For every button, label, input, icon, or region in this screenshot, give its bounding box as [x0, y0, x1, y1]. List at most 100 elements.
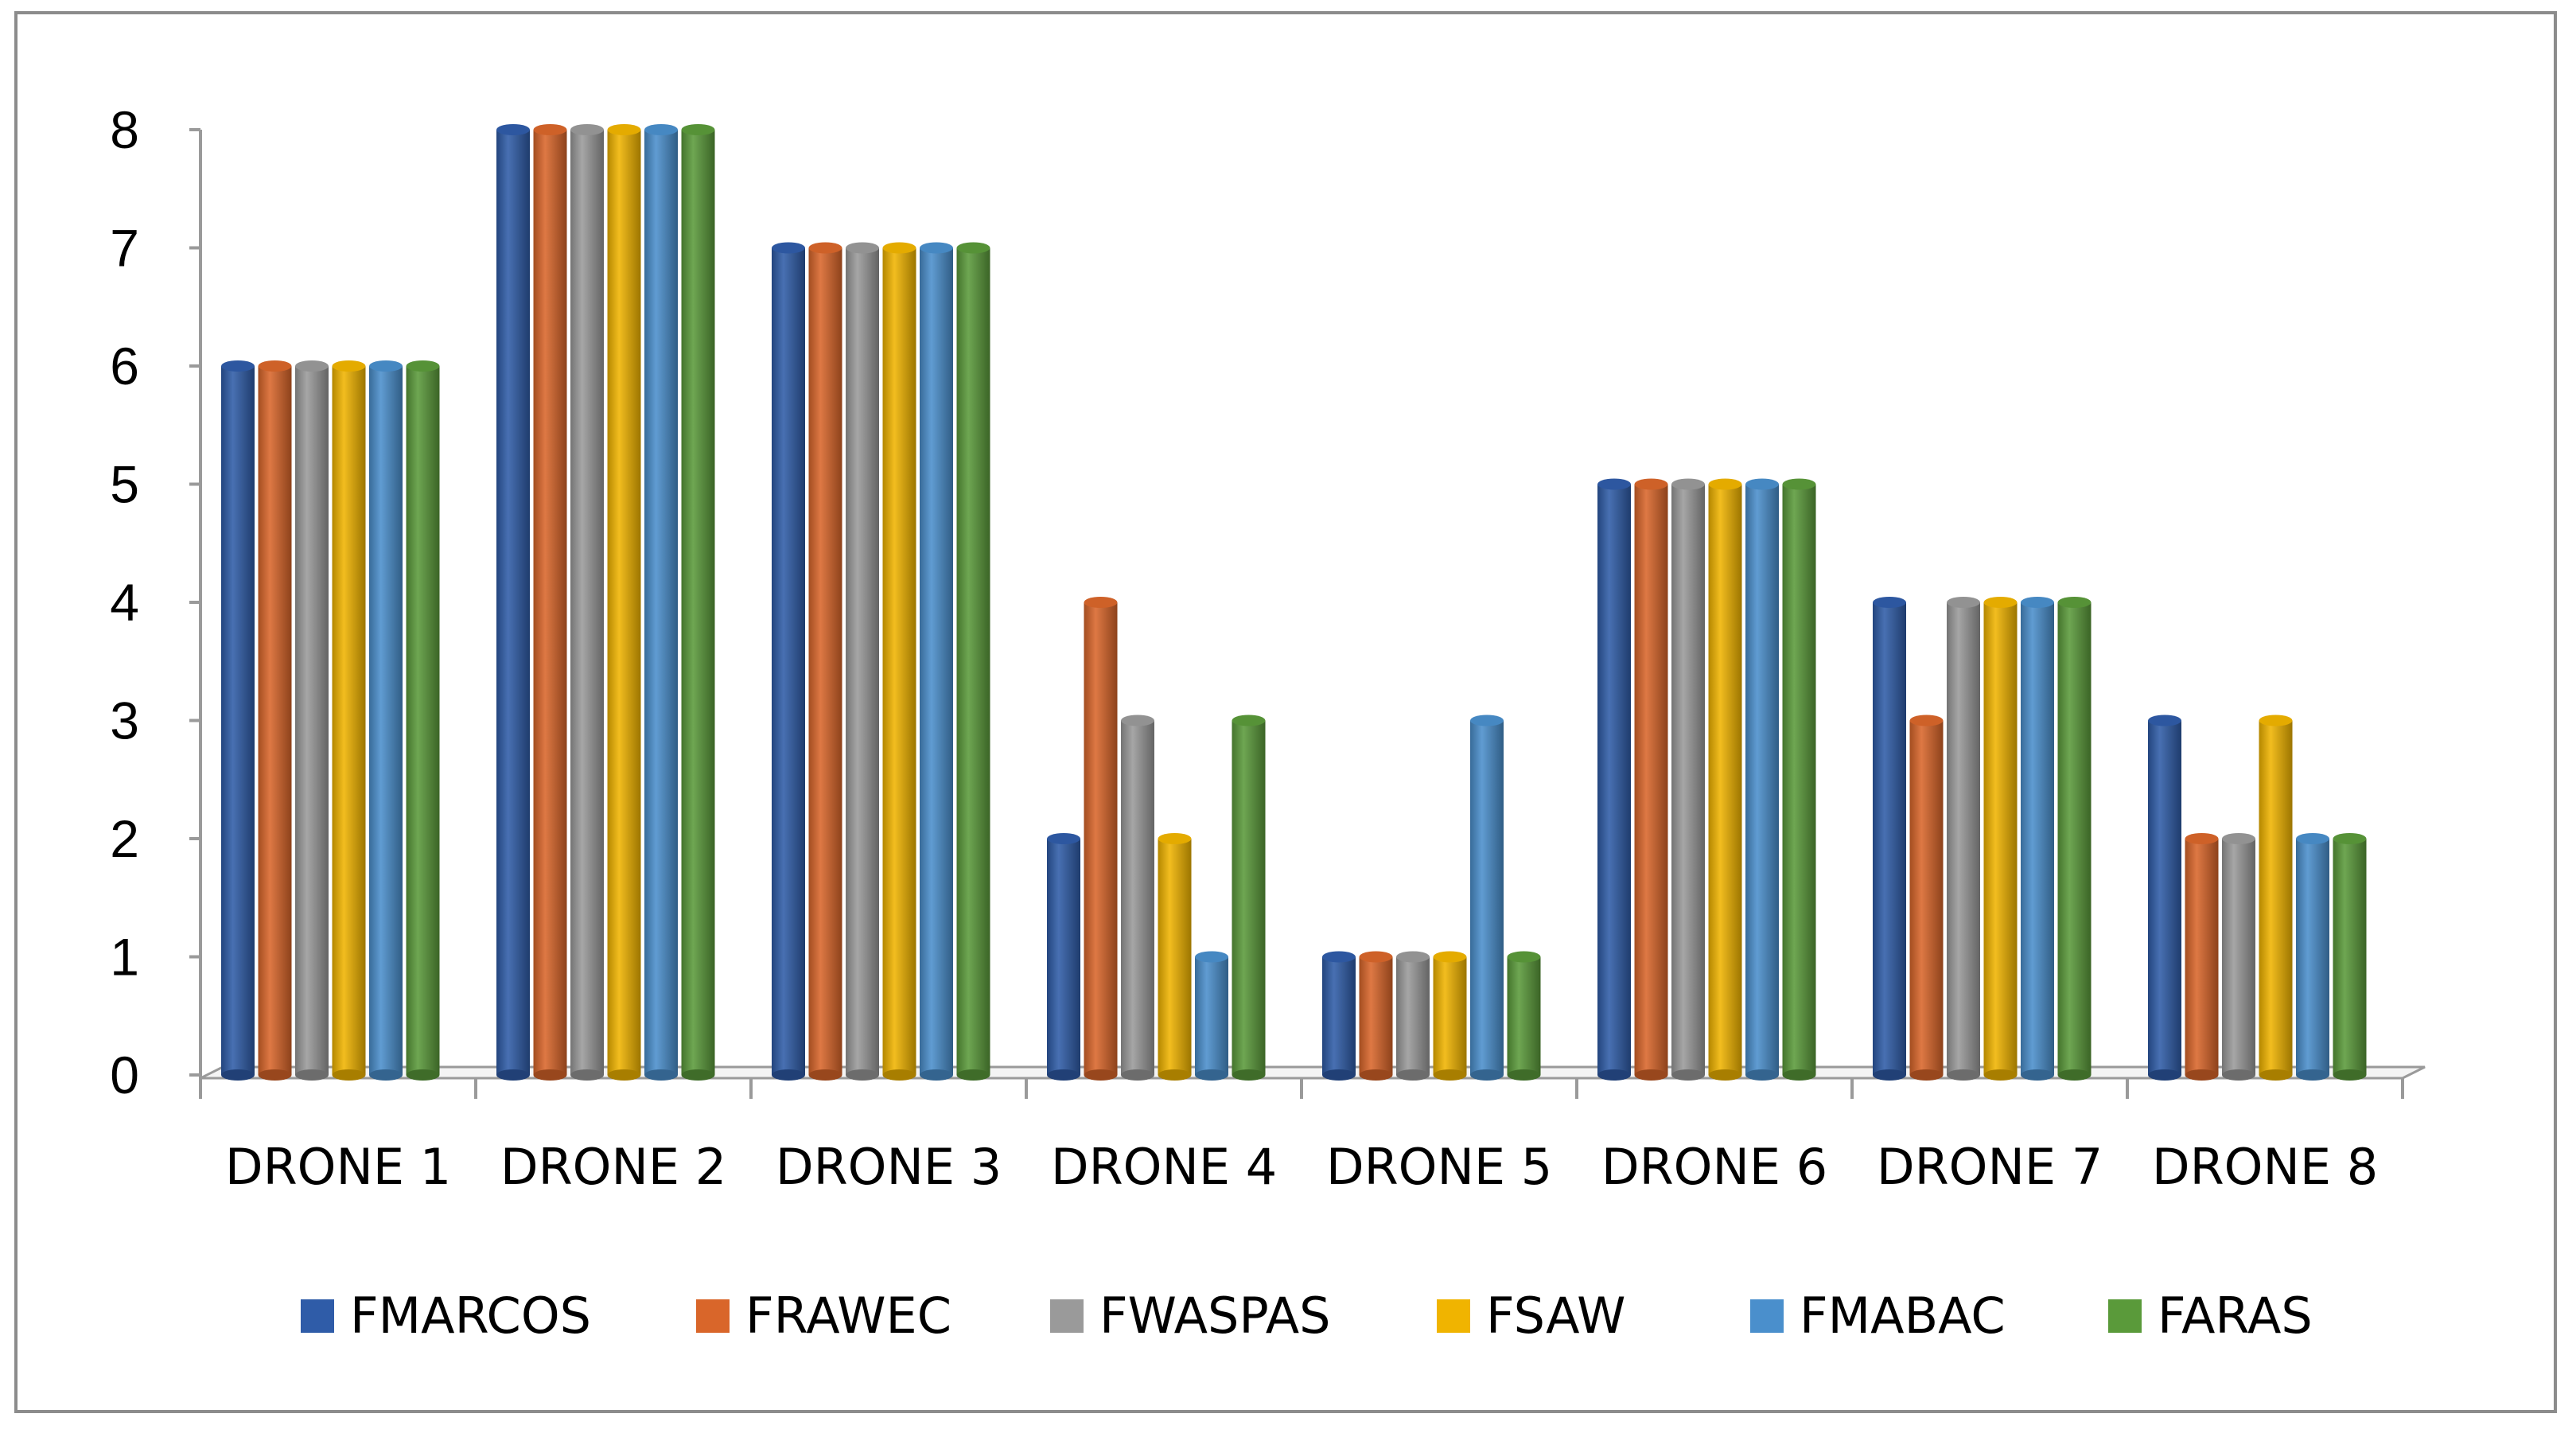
legend-label: FWASPAS: [1099, 1287, 1331, 1345]
bar-drone-7-fwaspas: [1947, 597, 1980, 1081]
bar-body: [1597, 484, 1631, 1075]
bar-base: [258, 1069, 292, 1081]
y-tick-label: 6: [110, 337, 139, 395]
bar-drone-1-fwaspas: [295, 360, 329, 1081]
bar-base: [2222, 1069, 2255, 1081]
bar-body: [956, 247, 990, 1075]
bar-cap: [533, 124, 567, 135]
bar-base: [681, 1069, 715, 1081]
labels-layer: 0 1 2 3 4 5 6 7 8 DRONE 1 DRONE 2 DRONE 3 DRONE 4 DRO…: [110, 100, 2378, 1196]
bar-drone-7-fsaw: [1983, 597, 2018, 1081]
bar-drone-6-faras: [1782, 478, 1816, 1081]
legend-swatch: [1437, 1299, 1470, 1333]
bar-body: [1121, 720, 1154, 1075]
bar-base: [607, 1069, 641, 1081]
bar-base: [533, 1069, 567, 1081]
bar-body: [1433, 956, 1467, 1075]
bar-body: [772, 247, 805, 1075]
bar-cap: [1084, 597, 1118, 608]
bar-drone-4-fmabac: [1195, 951, 1228, 1081]
x-category-label: DRONE 3: [776, 1138, 1002, 1196]
bar-drone-8-fmabac: [2296, 833, 2329, 1081]
bar-body: [681, 130, 715, 1075]
bar-cap: [1708, 478, 1742, 490]
bar-drone-6-fmabac: [1745, 478, 1779, 1081]
bar-base: [644, 1069, 678, 1081]
bar-body: [2021, 602, 2054, 1075]
bar-body: [1322, 956, 1356, 1075]
legend-label: FRAWEC: [745, 1287, 951, 1345]
bar-cap: [920, 242, 953, 254]
x-category-label: DRONE 2: [500, 1138, 726, 1196]
bar-cap: [332, 360, 366, 372]
legend-label: FMABAC: [1800, 1287, 2006, 1345]
bar-base: [2057, 1069, 2092, 1081]
bar-cap: [956, 242, 990, 254]
bar-drone-8-fsaw: [2259, 715, 2293, 1081]
y-tick-label: 7: [110, 219, 139, 278]
bar-cap: [2296, 833, 2329, 844]
bar-base: [772, 1069, 805, 1081]
bar-cap: [2259, 715, 2293, 726]
legend: FMARCOS FRAWEC FWASPAS FSAW FMABAC FARAS: [301, 1287, 2313, 1345]
bar-drone-8-fmarcos: [2148, 715, 2181, 1081]
bar-drone-8-faras: [2333, 833, 2367, 1081]
bar-cap: [1782, 478, 1816, 490]
bar-base: [1232, 1069, 1266, 1081]
x-category-label: DRONE 6: [1601, 1138, 1827, 1196]
bar-cap: [1047, 833, 1080, 844]
axis-layer: [189, 128, 2426, 1099]
bar-base: [1158, 1069, 1192, 1081]
bar-body: [920, 247, 953, 1075]
legend-item-faras: FARAS: [2108, 1287, 2313, 1345]
bar-base: [369, 1069, 403, 1081]
x-category-label: DRONE 1: [225, 1138, 451, 1196]
bar-cap: [772, 242, 805, 254]
y-tick-label: 5: [110, 455, 139, 514]
chart-floor: [200, 1065, 2426, 1080]
bar-body: [808, 247, 842, 1075]
bar-body: [1782, 484, 1816, 1075]
bar-cap: [2333, 833, 2367, 844]
bar-drone-5-faras: [1507, 951, 1541, 1081]
legend-swatch: [1750, 1299, 1784, 1333]
bar-drone-2-fwaspas: [570, 124, 604, 1081]
bar-base: [1597, 1069, 1631, 1081]
bar-base: [956, 1069, 990, 1081]
bar-body: [1947, 602, 1980, 1075]
bar-body: [1873, 602, 1906, 1075]
bar-cap: [1873, 597, 1906, 608]
bar-drone-6-fmarcos: [1597, 478, 1631, 1081]
bar-cap: [1634, 478, 1668, 490]
bar-body: [1195, 956, 1228, 1075]
bar-cap: [1671, 478, 1705, 490]
y-tick-label: 3: [110, 691, 139, 750]
bar-drone-5-fwaspas: [1396, 951, 1430, 1081]
bar-drone-3-fsaw: [882, 242, 916, 1081]
bar-base: [1671, 1069, 1705, 1081]
y-tick-label: 4: [110, 573, 139, 632]
bar-base: [1121, 1069, 1154, 1081]
bar-body: [607, 130, 641, 1075]
bar-body: [2259, 720, 2293, 1075]
bar-body: [1745, 484, 1779, 1075]
bar-base: [2021, 1069, 2054, 1081]
bar-cap: [1507, 951, 1541, 963]
legend-item-fmabac: FMABAC: [1750, 1287, 2006, 1345]
bar-base: [570, 1069, 604, 1081]
legend-label: FSAW: [1486, 1287, 1625, 1345]
bar-cap: [808, 242, 842, 254]
bar-base: [1396, 1069, 1430, 1081]
bar-drone-4-fmarcos: [1047, 833, 1080, 1081]
bar-cap: [846, 242, 879, 254]
bar-base: [332, 1069, 366, 1081]
bar-drone-1-fmarcos: [221, 360, 255, 1081]
bar-body: [1047, 839, 1080, 1075]
bar-drone-1-fmabac: [369, 360, 403, 1081]
bar-drone-7-fmabac: [2021, 597, 2054, 1081]
bar-base: [1708, 1069, 1742, 1081]
bar-base: [2333, 1069, 2367, 1081]
bar-base: [808, 1069, 842, 1081]
bar-cap: [2185, 833, 2219, 844]
bar-cap: [1470, 715, 1504, 726]
